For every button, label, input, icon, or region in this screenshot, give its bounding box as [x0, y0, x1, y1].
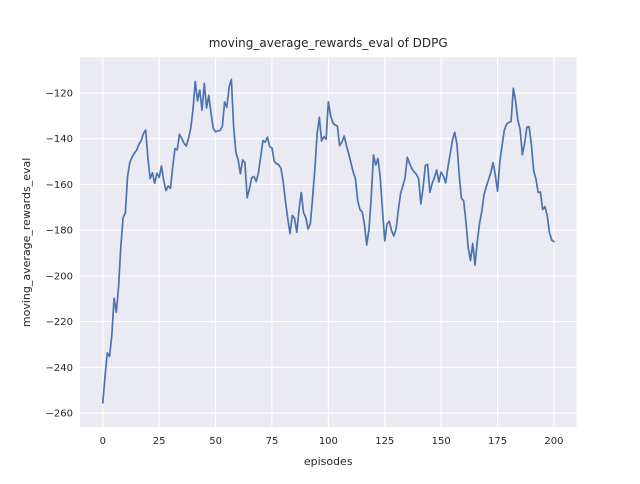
y-tick-label: −140 [46, 134, 73, 145]
y-tick-label: −240 [46, 363, 73, 374]
y-tick-label: −160 [46, 180, 73, 191]
x-tick-label: 175 [488, 436, 507, 447]
x-tick-label: 100 [319, 436, 338, 447]
x-tick-label: 50 [209, 436, 222, 447]
x-axis-label: episodes [304, 455, 353, 468]
y-axis-label: moving_average_rewards_eval [20, 158, 33, 327]
y-tick-label: −180 [46, 226, 73, 237]
x-tick-label: 200 [544, 436, 563, 447]
y-tick-label: −120 [46, 89, 73, 100]
x-tick-label: 0 [100, 436, 106, 447]
y-tick-label: −220 [46, 317, 73, 328]
y-tick-labels: −120 −140 −160 −180 −200 −220 −240 −260 [46, 89, 73, 420]
data-line-series [101, 78, 555, 404]
x-tick-label: 25 [153, 436, 166, 447]
gridlines [80, 57, 577, 428]
x-tick-labels: 0 25 50 75 100 125 150 175 200 [100, 436, 564, 447]
y-tick-label: −200 [46, 271, 73, 282]
x-tick-label: 75 [266, 436, 279, 447]
x-tick-label: 125 [375, 436, 394, 447]
y-tick-label: −260 [46, 409, 73, 420]
x-tick-label: 150 [432, 436, 451, 447]
chart-title: moving_average_rewards_eval of DDPG [209, 36, 448, 50]
